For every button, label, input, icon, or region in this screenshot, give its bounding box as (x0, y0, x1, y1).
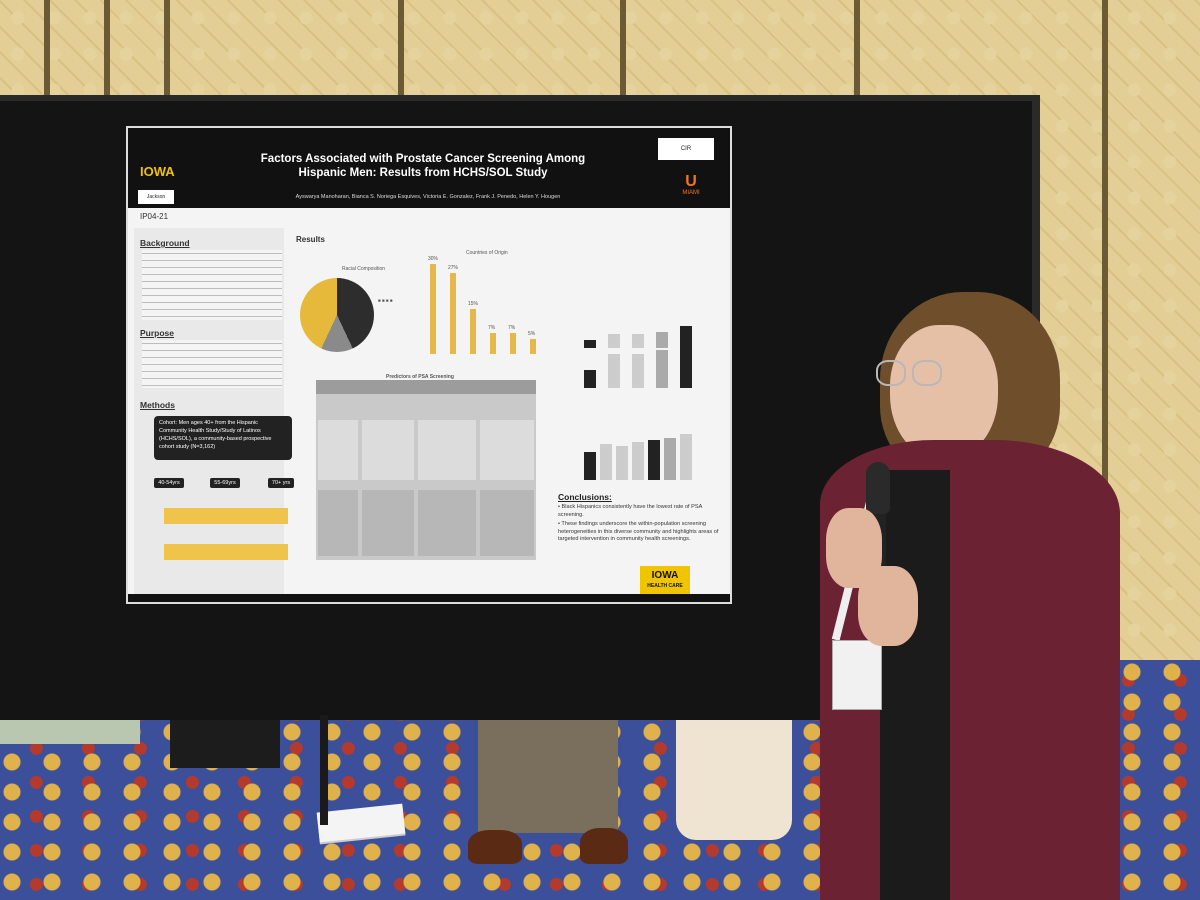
chart-bar (600, 444, 612, 480)
age-group-box: 55-69yrs (210, 478, 240, 488)
table-cell (318, 490, 358, 556)
country-bar-label: 27% (448, 265, 459, 271)
miami-logo-text: MIAMI (682, 190, 700, 196)
table-header-row (316, 380, 536, 394)
methods-heading: Methods (140, 400, 175, 410)
table-cell (480, 490, 534, 556)
chart-bar (616, 446, 628, 480)
person-trousers (478, 718, 618, 833)
conclusions-heading: Conclusions: (558, 492, 612, 502)
chart-bar (656, 350, 668, 388)
poster-authors: Ayswarya Manoharan, Bianca S. Noriega Es… (295, 194, 561, 200)
person-dress (676, 720, 792, 840)
iowa-hc-text: IOWA (651, 570, 679, 581)
chart-bar (584, 370, 596, 388)
chart-bar (680, 348, 692, 388)
cohort-box: Cohort: Men ages 40+ from the Hispanic C… (154, 416, 292, 460)
analysis-box (164, 508, 288, 524)
chart-bar (632, 334, 644, 348)
psa-chart-70-plus (580, 410, 710, 480)
conclusion-text: These findings underscore the within-pop… (558, 521, 719, 542)
presenter-hand (858, 566, 918, 646)
chart-bar (608, 334, 620, 348)
glasses-icon (874, 360, 944, 386)
poster-title: Factors Associated with Prostate Cancer … (260, 153, 586, 179)
bar-chart-title: Countries of Origin (466, 250, 508, 256)
psa-chart-40-54 (580, 278, 710, 348)
table-title: Predictors of PSA Screening (386, 374, 454, 380)
person-shoe (580, 828, 628, 864)
country-bar (430, 264, 436, 354)
consortium-logo: CIR (658, 138, 714, 160)
country-bar (470, 309, 476, 354)
country-bar (510, 333, 516, 354)
chart-bar (584, 452, 596, 480)
country-bar (530, 339, 536, 354)
iowa-logo: IOWA (140, 164, 175, 179)
chart-bar (656, 332, 668, 348)
racial-composition-pie (300, 278, 374, 352)
country-bar-label: 7% (488, 325, 496, 331)
table-cell (418, 420, 476, 480)
jackson-logo: Jackson (138, 190, 174, 204)
iowa-health-care-logo: IOWA HEALTH CARE (640, 566, 690, 598)
country-bar-label: 15% (468, 301, 479, 307)
country-bar (490, 333, 496, 354)
chart-bar (608, 354, 620, 388)
background-bullets (142, 250, 282, 320)
conclusions-section: Conclusions: • Black Hispanics consisten… (558, 492, 726, 544)
table-cell (362, 420, 414, 480)
chart-bar (632, 354, 644, 388)
miami-logo: U MIAMI (682, 173, 700, 197)
background-heading: Background (140, 238, 190, 248)
poster-footer-bar (128, 594, 730, 602)
purpose-heading: Purpose (140, 328, 175, 338)
conclusion-item: • These findings underscore the within-p… (558, 521, 719, 542)
table-cell (362, 490, 414, 556)
pie-title: Racial Composition (342, 266, 386, 272)
board-leg (320, 715, 328, 825)
chart-bar (648, 440, 660, 480)
microphone-icon (866, 462, 890, 514)
presenter-shirt (880, 470, 950, 900)
pie-legend: ■ ■ ■ ■ (378, 298, 393, 303)
name-badge (832, 640, 882, 710)
table-cell (418, 490, 476, 556)
country-bar-label: 30% (428, 256, 439, 262)
country-bar-label: 7% (508, 325, 516, 331)
poster-code: IP04-21 (140, 212, 169, 221)
wall-pillar (1102, 0, 1108, 690)
country-bar-label: 5% (528, 331, 536, 337)
analysis-box (164, 544, 288, 560)
purpose-bullets (142, 340, 282, 388)
chart-bar (680, 326, 692, 348)
age-group-box: 70+ yrs (268, 478, 294, 488)
chart-bar (680, 434, 692, 480)
chart-bar (632, 442, 644, 480)
poster-header: IOWA Jackson Factors Associated with Pro… (128, 128, 730, 208)
conclusion-item: • Black Hispanics consistently have the … (558, 504, 703, 518)
predictors-table (316, 380, 536, 560)
age-group-box: 40-54yrs (154, 478, 184, 488)
presenter-face (890, 325, 998, 460)
person-shoe (468, 830, 522, 864)
results-heading: Results (296, 235, 325, 244)
chart-bar (664, 438, 676, 480)
table-cell (480, 420, 534, 480)
conclusion-text: Black Hispanics consistently have the lo… (558, 504, 703, 518)
psa-chart-55-69 (580, 318, 710, 388)
chart-bar (584, 340, 596, 348)
country-bar (450, 273, 456, 354)
table-cell (318, 420, 358, 480)
iowa-hc-subtext: HEALTH CARE (647, 583, 683, 589)
research-poster: IOWA Jackson Factors Associated with Pro… (128, 128, 730, 602)
